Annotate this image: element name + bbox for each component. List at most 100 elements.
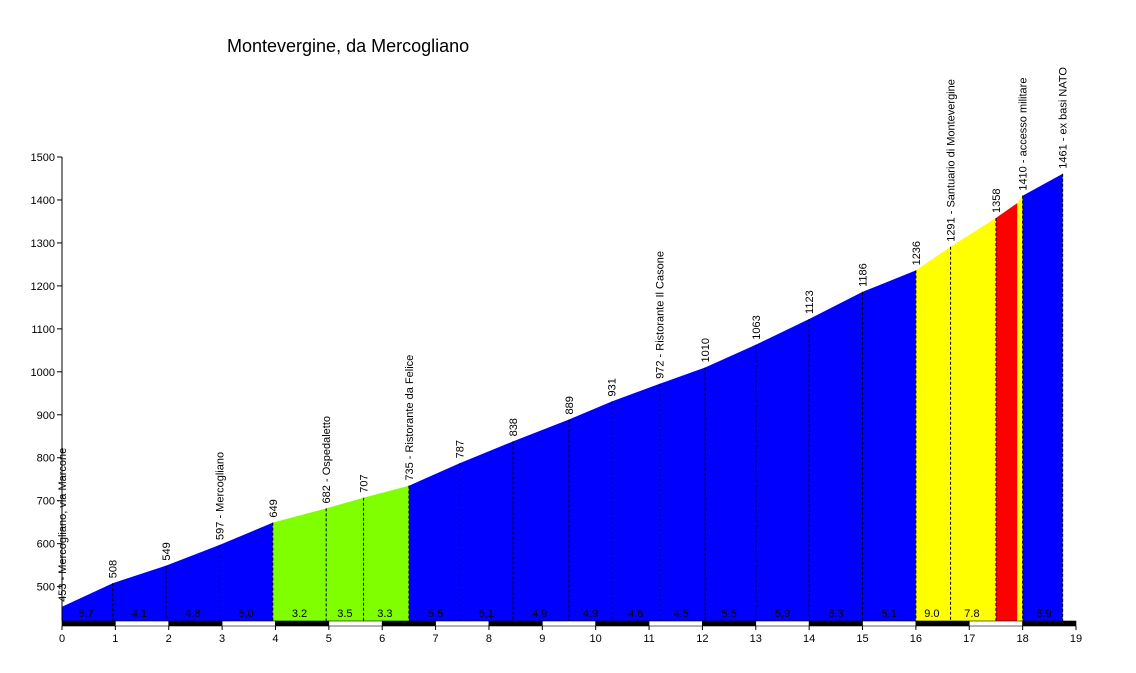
x-tick-label: 4 <box>272 633 278 645</box>
segment-fills <box>62 173 1063 622</box>
grade-label: 4.6 <box>628 608 643 620</box>
chart-title: Montevergine, da Mercogliano <box>227 36 469 56</box>
waypoint-label: 1063 <box>751 315 763 339</box>
y-tick-label: 700 <box>37 496 55 508</box>
km-scale-block <box>328 620 383 627</box>
x-tick-label: 7 <box>433 633 439 645</box>
segment-fill-0 <box>62 522 273 621</box>
km-scale-block <box>648 620 703 627</box>
x-tick-label: 11 <box>643 633 654 645</box>
waypoint-label: 1186 <box>858 263 870 287</box>
km-scale-block <box>915 620 970 627</box>
km-scale-block <box>381 620 436 627</box>
x-tick-label: 0 <box>59 633 65 645</box>
grade-label: 5.5 <box>721 608 736 620</box>
grade-label: 5.7 <box>78 608 93 620</box>
km-scale-block <box>702 620 757 627</box>
y-tick-label: 1400 <box>31 195 55 207</box>
x-tick-label: 3 <box>219 633 225 645</box>
waypoint-label: 838 <box>508 418 520 436</box>
grade-labels: 5.7 4.1 4.8 5.0 3.2 3.5 3.3 5.5 5.1 4.9 4.9 4.6 4.5 5… <box>78 608 1051 620</box>
axes: 500 600 700 800 900 1000 1100 1200 1300 1400 1500 0… <box>31 152 1083 645</box>
segment-fill-2 <box>408 270 916 621</box>
y-tick-label: 900 <box>37 410 55 422</box>
km-scale-block <box>168 620 223 627</box>
waypoint-label: 549 <box>161 542 173 560</box>
x-tick-label: 8 <box>486 633 492 645</box>
waypoint-label: 1010 <box>700 338 712 362</box>
x-tick-label: 19 <box>1070 633 1082 645</box>
x-tick-label: 14 <box>803 633 815 645</box>
y-tick-label: 1500 <box>31 152 55 164</box>
grade-label: 4.1 <box>132 608 147 620</box>
x-tick-label: 18 <box>1017 633 1029 645</box>
grade-label: 5.9 <box>775 608 790 620</box>
km-scale-block <box>488 620 543 627</box>
y-tick-label: 1000 <box>31 367 55 379</box>
x-tick-label: 15 <box>856 633 868 645</box>
waypoint-label: 787 <box>455 440 467 458</box>
km-scale-block <box>435 620 490 627</box>
waypoint-label: 508 <box>108 560 120 578</box>
grade-label: 4.5 <box>673 608 688 620</box>
segment-fill-1 <box>272 485 409 621</box>
x-tick-label: 5 <box>326 633 332 645</box>
km-scale-block <box>275 620 330 627</box>
segment-fill-6 <box>1022 173 1063 622</box>
km-scale-block <box>61 620 116 627</box>
x-tick-label: 6 <box>379 633 385 645</box>
waypoint-label: 597 - Mercogliano <box>214 452 226 540</box>
km-scale-block <box>221 620 276 627</box>
x-tick-label: 16 <box>910 633 922 645</box>
x-tick-label: 1 <box>112 633 118 645</box>
grade-label: 5.1 <box>479 608 494 620</box>
grade-label: 5.5 <box>428 608 443 620</box>
waypoint-label: 972 - Ristorante Il Casone <box>655 251 667 379</box>
grade-label: 6.3 <box>828 608 843 620</box>
km-scale-block <box>115 620 170 627</box>
km-scale-block <box>1022 620 1077 627</box>
y-tick-label: 800 <box>37 453 55 465</box>
grade-label: 3.5 <box>337 608 352 620</box>
x-tick-label: 17 <box>963 633 975 645</box>
grade-label: 5.1 <box>882 608 897 620</box>
km-scale-block <box>862 620 917 627</box>
waypoint-label: 1358 <box>991 189 1003 213</box>
y-tick-label: 500 <box>37 582 55 594</box>
y-tick-label: 1100 <box>31 324 55 336</box>
km-scale-block <box>595 620 650 627</box>
x-tick-label: 12 <box>696 633 708 645</box>
y-tick-label: 600 <box>37 539 55 551</box>
grade-label: 3.2 <box>292 608 307 620</box>
grade-label: 7.8 <box>964 608 979 620</box>
segment-fill-3 <box>915 218 996 621</box>
km-scale-block <box>542 620 596 627</box>
segment-fill-4 <box>995 203 1018 621</box>
grade-label: 9.0 <box>924 608 939 620</box>
grade-label: 5.0 <box>238 608 253 620</box>
waypoint-label: 453 - Mercogliano, via Marcone <box>57 448 69 602</box>
x-tick-label: 10 <box>590 633 602 645</box>
waypoint-label: 735 - Ristorante da Felice <box>404 355 416 481</box>
waypoint-label: 649 <box>268 499 280 517</box>
grade-label: 6.9 <box>1036 608 1051 620</box>
waypoint-label: 931 <box>607 378 619 396</box>
y-tick-label: 1200 <box>31 281 55 293</box>
x-tick-label: 9 <box>539 633 545 645</box>
waypoint-label: 889 <box>564 396 576 414</box>
grade-label: 4.9 <box>532 608 547 620</box>
grade-label: 3.3 <box>377 608 392 620</box>
km-scale-block <box>808 620 863 627</box>
waypoint-label: 1236 <box>911 241 923 265</box>
km-dashed-markers <box>112 173 1064 621</box>
x-tick-label: 2 <box>166 633 172 645</box>
waypoint-label: 1291 - Santuario di Montevergine <box>946 79 958 242</box>
km-scale-block <box>755 620 810 627</box>
waypoint-label: 707 <box>359 474 371 492</box>
waypoint-label: 1410 - accesso militare <box>1018 78 1030 191</box>
grade-label: 4.8 <box>185 608 200 620</box>
segment-fill-5 <box>1017 195 1023 621</box>
km-scale-block <box>968 620 1023 627</box>
grade-label: 4.9 <box>583 608 598 620</box>
